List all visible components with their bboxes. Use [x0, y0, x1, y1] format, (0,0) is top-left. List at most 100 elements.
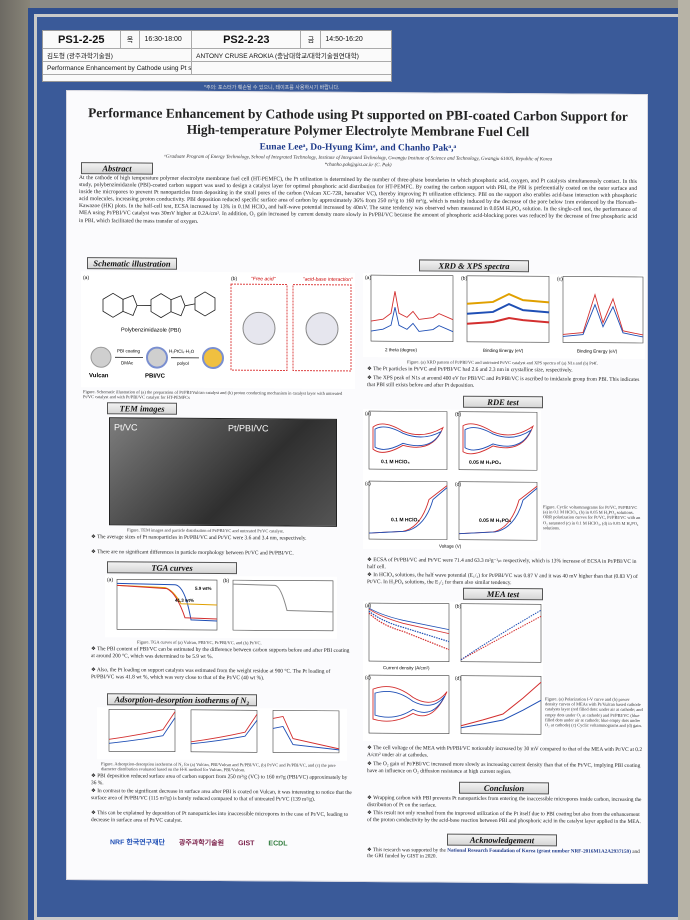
adsorption-plots	[108, 708, 340, 754]
iv-curve-ptvc-o2	[368, 608, 450, 635]
orr-curve-d-ptpbivc	[458, 487, 538, 535]
poster-authors: Eunae Leeᵃ, Do-Hyung Kimᵃ, and Chanho Pa…	[259, 142, 457, 154]
mea-x-label: Current density (A/cm²)	[383, 665, 430, 670]
rde-label-a: (a)	[365, 411, 371, 417]
right-session-day: 금	[301, 31, 322, 48]
ads-curve-vulcan	[108, 711, 176, 740]
tga-bullet-1: ❖ The PBI content of PBI/VC can be estim…	[91, 646, 350, 660]
mea-bullet-2: ❖ The O₂ gain of Pt/PBI/VC increased mor…	[367, 761, 641, 775]
cv-axes-a	[368, 410, 448, 470]
tga-plots: (a) 5.9 wt% 41.3 wt% (b)	[107, 577, 334, 632]
ptpbivc-particle	[202, 346, 224, 369]
adsorption-caption: Figure. Adsorption-desorption isotherms …	[101, 761, 336, 773]
ads-axes-c	[272, 710, 340, 754]
ads-bullet-3: ❖ This can be explained by deposition of…	[91, 810, 349, 824]
left-session-id: PS1-2-25	[43, 31, 121, 48]
abstract-heading: Abstract	[81, 162, 153, 175]
pbi-structure	[102, 291, 216, 319]
iv-axes	[368, 602, 450, 662]
rde-caption: Figure. Cyclic voltammograms for Pt/VC, …	[543, 504, 641, 531]
schematic-figure: (a) Polybenzimidazole (PBI) Vulcan PBI c…	[81, 271, 355, 389]
tga-curve-ptpbivc	[116, 584, 218, 620]
tga-figure: (a) 5.9 wt% 41.3 wt% (b)	[105, 575, 337, 639]
tga-curve-vulcan	[116, 582, 218, 622]
xps-n1s-curve-2	[466, 302, 550, 315]
rde-label-b: (b)	[455, 412, 461, 418]
orr-curve-c-ptpbivc	[368, 487, 448, 534]
ads-bullet-1: ❖ PBI deposition reduced surface area of…	[91, 773, 348, 786]
iv-curve-ptpbivc-o2	[368, 607, 450, 631]
mea-cv-axes	[368, 674, 450, 734]
gain-curve-ptpbivc	[460, 699, 542, 729]
ads-axes-b	[190, 709, 258, 753]
tga-bullet-2: ❖ Also, the Pt loading on support cataly…	[91, 667, 331, 681]
mea-cv-curve-1	[372, 686, 448, 722]
xrd-curve-ptpbivc	[370, 307, 454, 333]
rde-bullet-1: ❖ ECSA of Pt/PBI/VC and Pt/VC were 71.4 …	[367, 557, 637, 570]
xps-n1s-curve-1	[466, 292, 550, 305]
mea-label-d: (d)	[455, 676, 461, 682]
coating-label: PBI coating	[117, 348, 141, 353]
conclusion-bullet-2: ❖ This result not only resulted from the…	[367, 810, 641, 825]
tga-label-a: (a)	[107, 577, 113, 583]
xps-n1s-curve-3	[466, 317, 550, 325]
mea-label-b: (b)	[455, 604, 461, 610]
power-curve-ptvc	[460, 615, 542, 661]
xrd-bullet-2: ❖ The XPS peak of N1s at around 400 eV f…	[367, 375, 640, 389]
xps-label-c: (c)	[557, 276, 563, 282]
research-poster: Performance Enhancement by Cathode using…	[66, 89, 648, 885]
xrd-heading: XRD & XPS spectra	[419, 259, 529, 273]
abstract-text: At the cathode of high temperature polym…	[79, 175, 637, 225]
xps-pt4f-axes	[562, 276, 644, 344]
orr-curve-d-ptvc	[458, 485, 538, 535]
right-wall-edge	[678, 0, 690, 920]
polyol-label: polyol	[177, 361, 189, 366]
tem-left-label: Pt/VC	[114, 422, 138, 433]
tem-bullet-2: ❖ There are no significant differences i…	[91, 549, 294, 557]
xrd-figure: (a) 2 theta (degree) (b) Binding Energy …	[363, 273, 645, 360]
tem-image: Pt/VC Pt/PBI/VC	[109, 417, 337, 527]
xps-pt4f-curve-1	[562, 293, 644, 336]
orr-curve-c-ptvc	[368, 485, 448, 534]
tga-heading: TGA curves	[107, 561, 237, 575]
tape-notice: *주의: 포스터가 훼손될 수 있으니, 테이프를 사용하시기 바랍니다.	[204, 85, 340, 91]
rde-heading: RDE test	[463, 395, 543, 409]
right-presenter-name: ANTONY CRUSE AROKIA (충남대학교/대학기술원연대학)	[196, 53, 359, 60]
gain-axes	[460, 675, 542, 735]
left-presenter-name: 김도형 (광주과학기술원)	[43, 49, 193, 61]
conclusion-heading: Conclusion	[459, 781, 549, 795]
acknowledgement-heading: Acknowledgement	[447, 833, 557, 847]
tga-value-1: 5.9 wt%	[195, 586, 212, 591]
schematic-label-b: (b)	[231, 276, 237, 282]
power-curve-ptpbivc	[460, 609, 542, 661]
xps-n1s-x-label: Binding Energy (eV)	[483, 348, 524, 353]
tga-label-b: (b)	[223, 578, 229, 584]
poster-title: Performance Enhancement by Cathode using…	[88, 105, 628, 140]
gain-curve-ptvc	[460, 681, 542, 727]
tem-heading: TEM images	[107, 402, 177, 415]
rde-electrolyte-c: 0.1 M HClO₄	[391, 517, 420, 523]
orr-axes-c	[368, 480, 448, 540]
right-session-id: PS2-2-23	[192, 31, 302, 48]
catalyst-layer-right	[305, 312, 339, 346]
schematic-label-a: (a)	[83, 275, 89, 281]
adsorption-heading: Adsorption-desorption isotherms of N₂	[107, 693, 257, 707]
acknowledgement-text: ❖ This research was supported by the Nat…	[367, 847, 640, 860]
pbi-caption: Polybenzimidazole (PBI)	[121, 327, 181, 333]
xps-pt4f-curve-2	[562, 303, 644, 338]
rde-label-d: (d)	[455, 482, 461, 488]
dmac-label: DMAc	[121, 360, 134, 365]
right-session-time: 14:50-16:20	[325, 36, 363, 43]
orr-axes-d	[458, 481, 538, 541]
conclusion-bullet-1: ❖ Wrapping carbon with PBI prevents Pt n…	[367, 795, 642, 809]
vulcan-label: Vulcan	[89, 373, 109, 379]
rde-bullet-2: ❖ In HClO₄ solutions, the half wave pote…	[367, 572, 638, 586]
left-session-day: 목	[121, 31, 141, 48]
pbivc-particle	[146, 346, 168, 369]
tga-caption: Figure. TGA curves of (a) Vulcan, PBI/VC…	[137, 639, 262, 646]
ptcl-label: H₂PtCl₆·H₂O	[169, 349, 195, 354]
cv-curve-a-ptvc	[372, 423, 444, 453]
xrd-plots: (a) 2 theta (degree) (b) Binding Energy …	[365, 274, 644, 354]
left-session-time: 16:30-18:00	[140, 31, 193, 48]
schematic-drawing: (a) Polybenzimidazole (PBI) Vulcan PBI c…	[83, 275, 353, 380]
